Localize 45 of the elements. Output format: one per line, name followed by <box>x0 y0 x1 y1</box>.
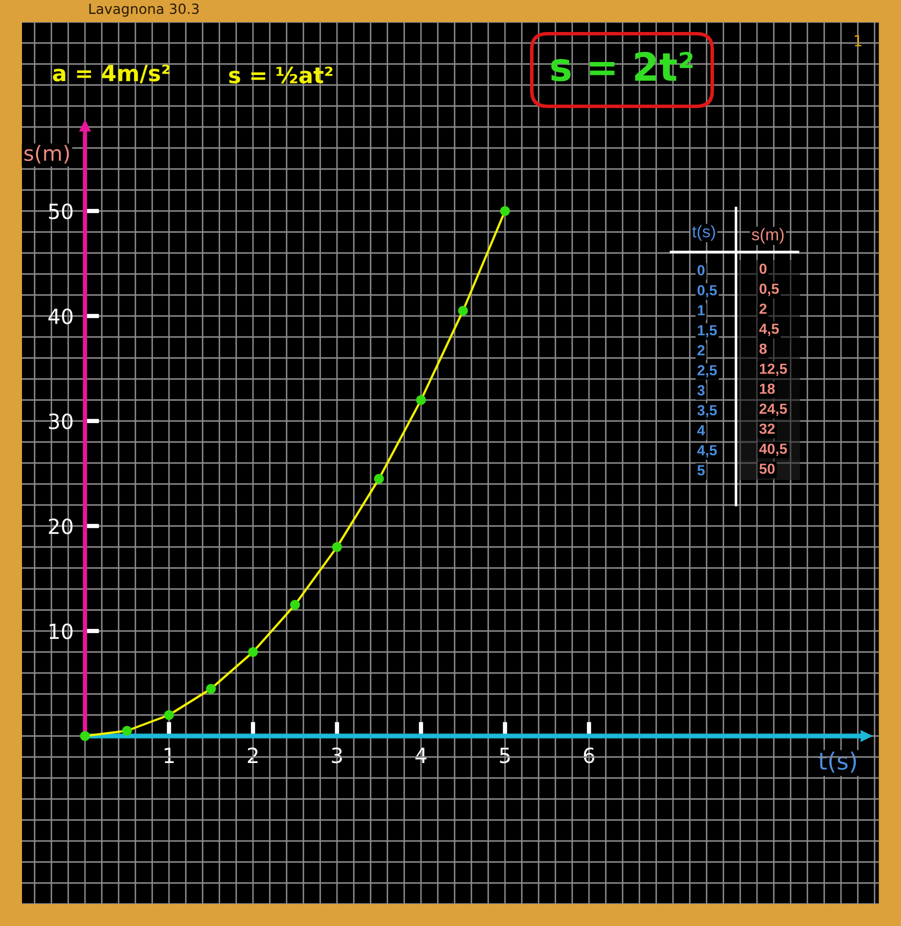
y-tick-label: 3,5 <box>697 405 717 418</box>
data-label: 0 <box>760 264 767 274</box>
y-tick-label: 30 <box>48 413 73 430</box>
y-tick-label: 40 <box>48 308 73 324</box>
point <box>416 395 426 405</box>
y-tick-label: 10 <box>50 623 73 640</box>
y-tick-label: 2 <box>698 345 705 356</box>
y-tick-label: 2,5 <box>698 365 717 378</box>
y-axis-title: s(m) <box>24 144 69 164</box>
data-label: 0,5 <box>760 284 779 296</box>
y-tick-label: 0,5 <box>698 285 717 298</box>
x-tick-label: 3 <box>332 747 342 764</box>
point <box>206 684 216 694</box>
point <box>164 710 174 720</box>
point <box>458 306 468 316</box>
data-label: 12,5 <box>760 364 787 376</box>
point <box>80 731 90 741</box>
data-label: 50 <box>759 464 775 474</box>
point <box>500 206 510 216</box>
point <box>248 647 258 657</box>
x-tick-label: 2 <box>248 747 258 763</box>
y-tick-label: 5 <box>697 465 705 476</box>
data-label: 4,5 <box>759 324 779 336</box>
y-tick-label: 3 <box>697 385 705 396</box>
data-label: 40,5 <box>759 444 787 456</box>
point <box>122 726 132 736</box>
y-tick-label: 4 <box>697 425 706 436</box>
data-label: 2 <box>760 304 767 314</box>
point <box>374 474 384 484</box>
chart-title: Lavagnona 30.3 <box>89 4 199 17</box>
y-axis-title: t(s) <box>692 225 715 241</box>
x-tick-label: 1 <box>164 748 174 763</box>
y-tick-label: 0 <box>698 265 705 276</box>
data-label: 8 <box>759 344 767 354</box>
y-tick-label: 4,5 <box>697 445 717 458</box>
data-label: 32 <box>759 424 775 434</box>
x-tick-label: 5 <box>500 748 510 764</box>
point <box>332 542 342 552</box>
y-tick-label: 20 <box>48 518 73 534</box>
y-tick-label: 1 <box>698 305 705 316</box>
data-label: 24,5 <box>760 404 787 416</box>
point <box>290 600 300 610</box>
y-tick-label: 50 <box>48 203 73 220</box>
data-label: 18 <box>760 384 775 394</box>
y-tick-label: 1,5 <box>698 325 717 338</box>
